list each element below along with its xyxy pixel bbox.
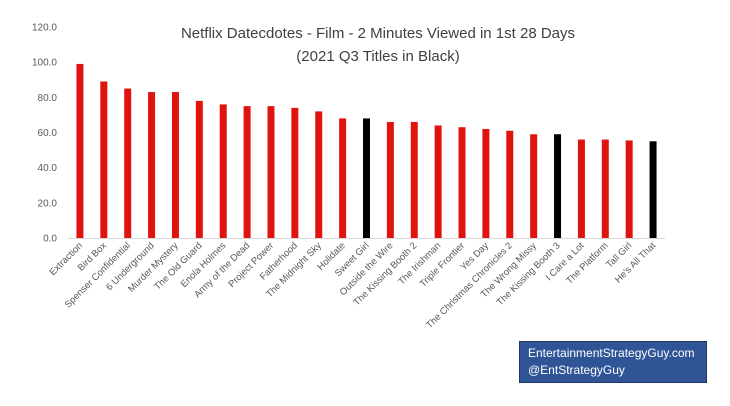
y-axis: 0.0 20.0 40.0 60.0 80.0 100.0 120.0	[32, 23, 57, 245]
credit-website: EntertainmentStrategyGuy.com	[528, 346, 695, 360]
bar	[601, 139, 609, 238]
bar	[267, 106, 275, 238]
chart-title: Netflix Datecdotes - Film - 2 Minutes Vi…	[181, 25, 575, 42]
bar	[219, 104, 227, 238]
bar	[171, 92, 179, 238]
bar	[386, 121, 394, 238]
y-tick-label: 0.0	[43, 234, 57, 245]
bar	[554, 134, 562, 238]
y-tick-label: 120.0	[32, 23, 57, 34]
bar	[577, 139, 585, 238]
bar	[124, 88, 132, 239]
bar	[291, 107, 299, 238]
bar	[148, 92, 156, 238]
y-tick-label: 20.0	[38, 198, 58, 209]
credit-box: EntertainmentStrategyGuy.com @EntStrateg…	[519, 341, 707, 383]
chart-subtitle: (2021 Q3 Titles in Black)	[296, 48, 459, 65]
bar	[625, 140, 633, 238]
bar	[339, 118, 347, 238]
bar	[530, 134, 538, 238]
bar	[195, 100, 203, 238]
bar	[410, 121, 418, 238]
y-tick-label: 60.0	[38, 128, 58, 139]
bar	[482, 128, 490, 238]
bar	[649, 141, 657, 238]
y-tick-label: 80.0	[38, 93, 58, 104]
bar	[506, 130, 514, 238]
bar	[76, 63, 84, 238]
bar	[363, 118, 370, 238]
bar	[315, 111, 323, 238]
bars-group	[76, 63, 657, 239]
credit-handle: @EntStrategyGuy	[528, 363, 625, 377]
bar	[100, 81, 108, 238]
y-tick-label: 40.0	[38, 163, 58, 174]
bar	[243, 106, 251, 238]
x-tick-label: Extraction	[47, 240, 85, 278]
y-tick-label: 100.0	[32, 58, 57, 69]
bar	[434, 125, 442, 238]
bar	[458, 127, 466, 238]
